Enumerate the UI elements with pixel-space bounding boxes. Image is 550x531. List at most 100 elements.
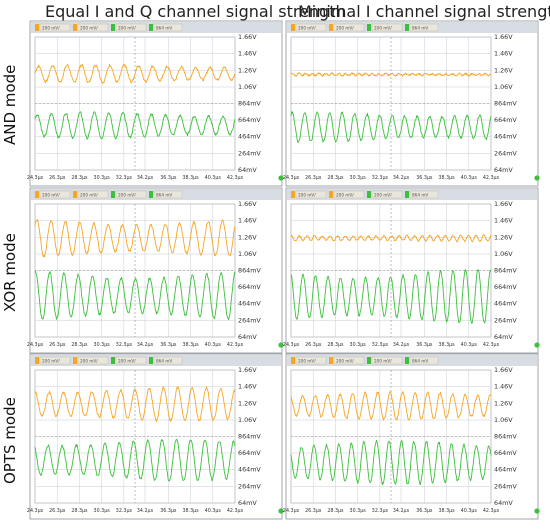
scale-tag bbox=[333, 23, 365, 32]
waveform-ch1 bbox=[290, 234, 492, 243]
channel-marker bbox=[35, 191, 39, 198]
channel-marker bbox=[149, 191, 153, 198]
channel-marker bbox=[329, 24, 333, 31]
scope-panel: 200 mV/200 mV/200 mV/864 mV 1.66V 1.46V 1.2… bbox=[283, 353, 540, 520]
scale-tag-label: 200 mV/ bbox=[42, 359, 60, 364]
x-tick-label: 38.3µs bbox=[182, 175, 199, 181]
column-title-minimal: Minimal I channel signal strength bbox=[298, 2, 550, 21]
scope-panel: 200 mV/200 mV/200 mV/864 mV 1.66V 1.46V 1.2… bbox=[27, 353, 284, 520]
y-tick-label: 1.06V bbox=[238, 416, 257, 424]
row-label-and: AND mode bbox=[1, 64, 19, 145]
x-tick-label: 26.3µs bbox=[305, 508, 322, 514]
x-tick-label: 28.3µs bbox=[327, 508, 344, 514]
channel-indicator bbox=[534, 342, 540, 348]
channel-marker bbox=[405, 357, 409, 364]
x-tick-label: 42.3µs bbox=[483, 508, 500, 514]
y-tick-label: 1.66V bbox=[494, 33, 513, 41]
y-tick-label: 1.06V bbox=[494, 83, 513, 91]
y-tick-label: 64mV bbox=[494, 499, 513, 507]
x-tick-label: 24.3µs bbox=[27, 175, 44, 181]
x-tick-label: 28.3µs bbox=[71, 508, 88, 514]
scale-tag-label: 200 mV/ bbox=[42, 26, 60, 31]
y-tick-label: 1.66V bbox=[238, 33, 257, 41]
y-tick-label: 1.46V bbox=[238, 50, 257, 58]
scale-tag bbox=[409, 23, 439, 32]
x-tick-label: 30.3µs bbox=[94, 175, 111, 181]
channel-indicator bbox=[534, 508, 540, 514]
y-tick-label: 464mV bbox=[494, 300, 517, 308]
y-tick-label: 1.26V bbox=[238, 399, 257, 407]
channel-marker bbox=[405, 191, 409, 198]
scale-tag-label: 200 mV/ bbox=[374, 26, 392, 31]
scale-tag bbox=[295, 356, 327, 365]
y-tick-label: 264mV bbox=[494, 149, 517, 157]
x-tick-label: 30.3µs bbox=[94, 508, 111, 514]
scale-tag-label: 200 mV/ bbox=[80, 26, 98, 31]
y-tick-label: 264mV bbox=[494, 316, 517, 324]
x-tick-label: 38.3µs bbox=[438, 175, 455, 181]
scale-tag-label: 200 mV/ bbox=[118, 359, 136, 364]
scale-tag-label: 200 mV/ bbox=[336, 359, 354, 364]
y-tick-label: 64mV bbox=[494, 333, 513, 341]
channel-marker bbox=[73, 24, 77, 31]
y-tick-label: 1.46V bbox=[238, 383, 257, 391]
x-tick-label: 26.3µs bbox=[49, 175, 66, 181]
x-tick-label: 36.3µs bbox=[416, 175, 433, 181]
x-tick-label: 36.3µs bbox=[160, 175, 177, 181]
scale-tag bbox=[295, 23, 327, 32]
x-tick-label: 42.3µs bbox=[227, 508, 244, 514]
x-tick-label: 34.2µs bbox=[137, 342, 154, 348]
scale-tag bbox=[39, 190, 71, 199]
y-tick-label: 1.26V bbox=[494, 233, 513, 241]
scope-panel: 200 mV/200 mV/200 mV/864 mV 1.66V 1.46V 1.2… bbox=[283, 187, 540, 354]
y-tick-label: 864mV bbox=[238, 432, 261, 440]
scale-tag-label: 864 mV bbox=[156, 193, 172, 198]
y-tick-label: 464mV bbox=[494, 133, 517, 141]
channel-marker bbox=[367, 24, 371, 31]
x-tick-label: 38.3µs bbox=[182, 342, 199, 348]
waveform-ch2 bbox=[34, 270, 236, 321]
scope-panel: 200 mV/200 mV/200 mV/864 mV 1.66V 1.46V 1.2… bbox=[27, 187, 284, 354]
x-tick-label: 24.3µs bbox=[27, 342, 44, 348]
channel-marker bbox=[111, 24, 115, 31]
y-tick-label: 1.66V bbox=[238, 366, 257, 374]
y-tick-label: 264mV bbox=[238, 482, 261, 490]
y-tick-label: 1.06V bbox=[494, 250, 513, 258]
y-tick-label: 864mV bbox=[494, 432, 517, 440]
x-tick-label: 30.3µs bbox=[94, 342, 111, 348]
scale-tag-label: 864 mV bbox=[412, 193, 428, 198]
y-tick-label: 864mV bbox=[494, 266, 517, 274]
channel-indicator bbox=[534, 175, 540, 181]
x-tick-label: 36.3µs bbox=[416, 342, 433, 348]
x-tick-label: 40.3µs bbox=[205, 508, 222, 514]
y-tick-label: 464mV bbox=[494, 466, 517, 474]
y-tick-label: 1.46V bbox=[494, 383, 513, 391]
x-tick-label: 26.3µs bbox=[305, 175, 322, 181]
row-label-opts: OPTS mode bbox=[1, 397, 19, 484]
scale-tag bbox=[295, 190, 327, 199]
y-tick-label: 664mV bbox=[238, 283, 261, 291]
waveform-ch2 bbox=[290, 439, 492, 486]
scale-tag-label: 200 mV/ bbox=[80, 359, 98, 364]
scale-tag-label: 200 mV/ bbox=[118, 193, 136, 198]
scope-panel: 200 mV/200 mV/200 mV/864 mV 1.66V 1.46V 1.2… bbox=[27, 20, 284, 187]
channel-marker bbox=[329, 191, 333, 198]
scale-tag bbox=[77, 190, 109, 199]
x-tick-label: 32.3µs bbox=[372, 175, 389, 181]
scale-tag-label: 864 mV bbox=[412, 26, 428, 31]
row-label-xor: XOR mode bbox=[1, 233, 19, 312]
x-tick-label: 28.3µs bbox=[327, 342, 344, 348]
waveform-ch2 bbox=[290, 269, 492, 324]
x-tick-label: 42.3µs bbox=[227, 342, 244, 348]
x-tick-label: 32.3µs bbox=[116, 508, 133, 514]
y-tick-label: 864mV bbox=[238, 266, 261, 274]
y-tick-label: 464mV bbox=[238, 300, 261, 308]
scale-tag bbox=[39, 356, 71, 365]
y-tick-label: 664mV bbox=[238, 449, 261, 457]
channel-marker bbox=[291, 191, 295, 198]
x-tick-label: 28.3µs bbox=[327, 175, 344, 181]
channel-marker bbox=[149, 24, 153, 31]
channel-marker bbox=[149, 357, 153, 364]
x-tick-label: 32.3µs bbox=[372, 508, 389, 514]
x-tick-label: 30.3µs bbox=[350, 342, 367, 348]
